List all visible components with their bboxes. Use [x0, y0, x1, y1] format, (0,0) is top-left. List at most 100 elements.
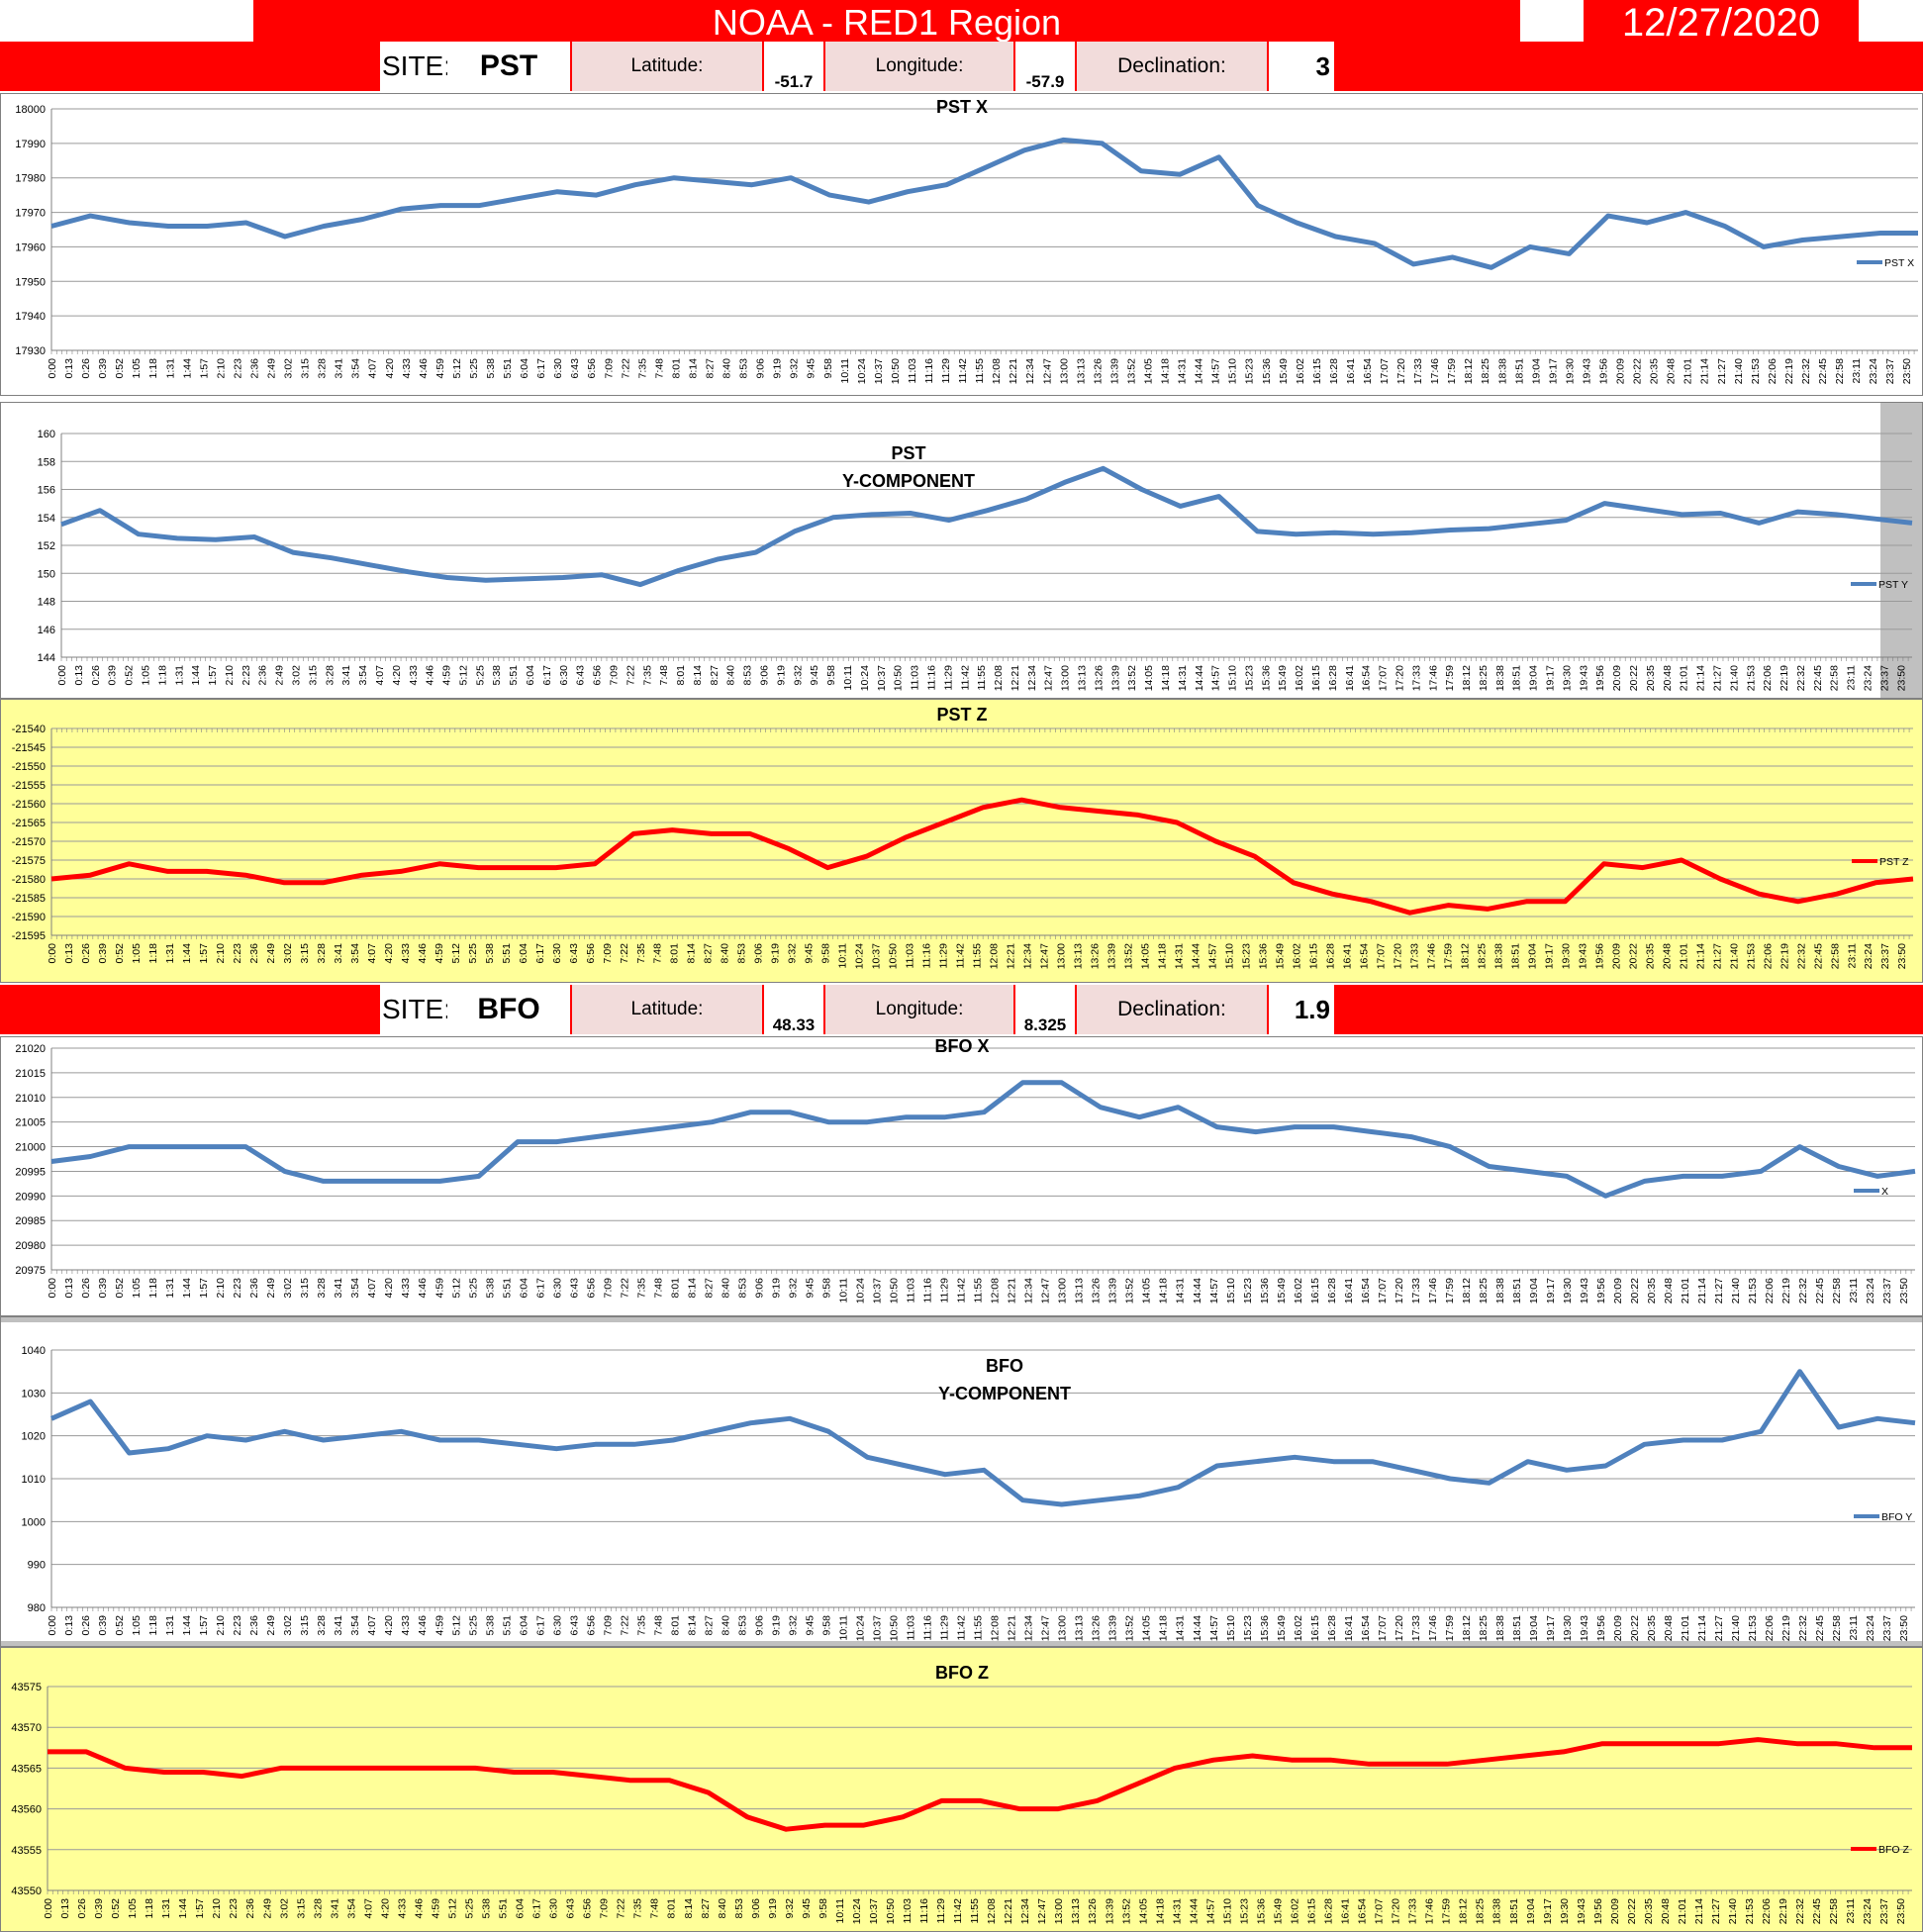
x-tick-label: 3:15	[295, 1898, 307, 1919]
x-tick-label: 11:42	[956, 1278, 968, 1304]
x-tick-label: 16:02	[1293, 1278, 1304, 1304]
x-tick-label: 21:40	[1730, 1615, 1742, 1641]
x-tick-label: 15:36	[1255, 1898, 1267, 1924]
x-tick-label: 9:58	[820, 943, 832, 964]
x-tick-label: 8:01	[666, 1898, 678, 1919]
x-tick-label: 14:44	[1188, 1898, 1200, 1924]
x-tick-label: 8:53	[738, 358, 750, 379]
x-tick-label: 20:48	[1660, 1898, 1672, 1924]
x-tick-label: 2:49	[265, 1278, 277, 1299]
x-tick-label: 11:55	[973, 1278, 985, 1304]
x-tick-label: 8:27	[709, 665, 721, 686]
x-tick-label: 13:00	[1053, 1898, 1065, 1924]
x-tick-label: 1:57	[198, 1278, 210, 1299]
x-tick-label: 21:27	[1713, 1615, 1725, 1641]
x-tick-label: 20:09	[1609, 1898, 1621, 1924]
x-tick-label: 5:25	[467, 1278, 479, 1299]
x-tick-label: 6:04	[519, 358, 530, 379]
x-tick-label: 2:49	[265, 1615, 277, 1636]
x-tick-label: 10:50	[890, 358, 902, 384]
x-tick-label: 14:57	[1207, 943, 1219, 969]
x-tick-label: 15:23	[1242, 1615, 1254, 1641]
x-tick-label: 5:12	[446, 1898, 458, 1919]
x-tick-label: 3:02	[283, 358, 295, 379]
x-tick-label: 6:04	[515, 1898, 527, 1919]
x-tick-label: 11:42	[957, 358, 969, 384]
x-tick-label: 5:38	[484, 1615, 496, 1636]
x-tick-label: 10:37	[872, 1278, 884, 1304]
x-tick-label: 14:44	[1192, 1278, 1203, 1304]
x-tick-label: 9:32	[784, 1898, 796, 1919]
x-tick-label: 16:28	[1328, 358, 1340, 384]
x-tick-label: 0:39	[97, 1615, 109, 1636]
latitude-label: Latitude:	[572, 42, 762, 91]
y-tick-label: 21015	[15, 1068, 46, 1080]
x-tick-label: 9:19	[767, 1898, 779, 1919]
x-tick-label: 21:53	[1747, 1615, 1759, 1641]
x-tick-label: 7:48	[652, 943, 664, 964]
y-tick-label: 20975	[15, 1265, 46, 1277]
x-tick-label: 23:37	[1878, 1898, 1890, 1924]
x-tick-label: 21:40	[1728, 665, 1740, 691]
x-tick-label: 12:34	[1019, 1898, 1031, 1924]
x-tick-label: 10:50	[888, 943, 900, 969]
y-tick-label: 43550	[11, 1885, 42, 1897]
x-tick-label: 8:53	[742, 665, 754, 686]
x-tick-label: 3:41	[333, 943, 344, 964]
x-tick-label: 18:12	[1459, 943, 1471, 969]
x-tick-label: 21:14	[1699, 358, 1711, 384]
x-tick-label: 16:41	[1344, 665, 1356, 691]
x-tick-label: 18:38	[1496, 358, 1508, 384]
x-tick-label: 19:56	[1595, 1615, 1607, 1641]
site-code: BFO	[447, 985, 570, 1034]
x-tick-label: 16:54	[1361, 665, 1373, 691]
x-tick-label: 17:46	[1424, 1898, 1436, 1924]
x-tick-label: 19:04	[1530, 358, 1542, 384]
x-tick-label: 8:14	[686, 1278, 698, 1299]
x-tick-label: 13:26	[1091, 1278, 1103, 1304]
x-tick-label: 23:11	[1845, 1898, 1857, 1924]
x-tick-label: 15:10	[1221, 1898, 1233, 1924]
x-tick-label: 23:11	[1851, 358, 1863, 384]
x-tick-label: 1:57	[198, 1615, 210, 1636]
declination-value: 1.9	[1269, 985, 1334, 1034]
x-tick-label: 7:35	[635, 1278, 647, 1299]
x-tick-label: 1:05	[127, 1898, 139, 1919]
x-tick-label: 8:53	[733, 1898, 745, 1919]
latitude-label: Latitude:	[572, 985, 762, 1034]
x-tick-label: 19:30	[1559, 1898, 1571, 1924]
x-tick-label: 20:09	[1612, 1278, 1624, 1304]
x-tick-label: 23:24	[1862, 1898, 1874, 1924]
x-tick-label: 23:11	[1846, 665, 1858, 691]
x-tick-label: 2:10	[215, 1615, 227, 1636]
y-tick-label: 17960	[15, 242, 46, 253]
x-tick-label: 10:37	[868, 1898, 880, 1924]
x-tick-label: 1:18	[147, 1278, 159, 1299]
x-tick-label: 1:57	[207, 665, 219, 686]
x-tick-label: 16:15	[1309, 1278, 1321, 1304]
x-minor-ticks	[47, 1890, 1909, 1894]
x-tick-label: 9:19	[770, 1278, 782, 1299]
x-tick-label: 14:18	[1158, 1278, 1170, 1304]
x-tick-label: 4:46	[417, 943, 429, 964]
x-tick-label: 7:22	[616, 1898, 627, 1919]
x-tick-label: 9:58	[817, 1898, 829, 1919]
x-tick-label: 15:10	[1224, 943, 1236, 969]
x-tick-label: 10:11	[837, 943, 849, 969]
x-tick-label: 3:41	[334, 358, 345, 379]
chart-title: PST	[891, 443, 925, 463]
x-tick-label: 16:15	[1307, 943, 1319, 969]
x-tick-label: 21:53	[1750, 358, 1762, 384]
x-tick-label: 17:59	[1446, 358, 1458, 384]
x-minor-ticks	[50, 728, 1910, 939]
x-tick-label: 6:30	[558, 665, 570, 686]
x-tick-label: 3:28	[316, 1278, 328, 1299]
x-tick-label: 17:46	[1427, 1278, 1439, 1304]
y-tick-label: 17990	[15, 139, 46, 150]
y-tick-label: 146	[38, 625, 55, 636]
x-tick-label: 22:19	[1779, 665, 1790, 691]
x-tick-label: 2:49	[261, 1898, 273, 1919]
x-tick-label: 21:40	[1727, 1898, 1739, 1924]
x-tick-label: 17:20	[1394, 665, 1405, 691]
x-tick-label: 22:06	[1761, 1898, 1773, 1924]
